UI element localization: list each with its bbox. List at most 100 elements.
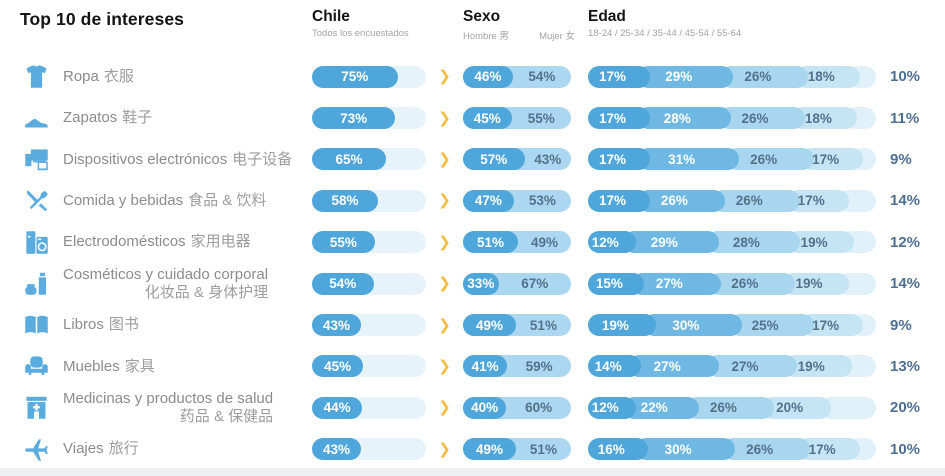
edad-value-18-24: 17% [598, 151, 626, 167]
armchair-icon [23, 353, 50, 380]
edad-value-45-54: 20% [776, 400, 804, 416]
chile-bar: 65% [312, 148, 426, 171]
interest-label-es: Comida y bebidas [63, 192, 184, 210]
edad-segment-25-34 [622, 396, 699, 419]
edad-segment-45-54 [781, 272, 850, 295]
interest-label-zh: 电子设备 [232, 150, 293, 168]
chevron-cell: ❯ [426, 316, 463, 335]
chile-bar: 58% [312, 189, 426, 212]
edad-segment-35-44 [720, 65, 809, 88]
edad-value-25-34: 29% [665, 69, 693, 85]
edad-segment-55-64 [818, 396, 876, 419]
sexo-bar: 45% 55% [463, 107, 571, 130]
edad-segment-18-24 [588, 148, 650, 171]
tshirt-icon [23, 63, 50, 90]
sexo-bar: 51% 49% [463, 231, 571, 254]
chevron-right-icon: ❯ [438, 109, 451, 127]
edad-bar: 16% 30% 26% 17% [588, 438, 876, 461]
edad-value-35-44: 26% [735, 193, 763, 209]
table-row: Muebles 家具 45% ❯ 41% 59% 14% 27% 27% 19% 13% [0, 346, 945, 387]
edad-segment-25-34 [634, 438, 735, 461]
chile-value: 65% [335, 151, 363, 167]
chevron-right-icon: ❯ [438, 275, 451, 293]
edad-value-45-54: 19% [797, 358, 825, 374]
edad-value-25-34: 27% [655, 276, 683, 292]
edad-value-25-34: 28% [663, 110, 691, 126]
edad-segment-18-24 [588, 107, 650, 130]
table-row: Viajes 旅行 43% ❯ 49% 51% 16% 30% 26% 17% 10% [0, 429, 945, 470]
edad-value-25-34: 30% [672, 317, 700, 333]
edad-segment-18-24 [588, 438, 648, 461]
edad-segment-35-44 [707, 272, 795, 295]
edad-bar: 12% 22% 26% 20% [588, 396, 876, 419]
sexo-column-subtitle: Hombre 男 Mujer 女 [463, 28, 575, 42]
edad-segment-35-44 [711, 189, 800, 212]
edad-column-subtitle: 18-24 / 25-34 / 35-44 / 45-54 / 55-64 [588, 28, 742, 40]
interest-label-es: Muebles [63, 357, 120, 375]
edad-bar: 12% 29% 28% 19% [588, 231, 876, 254]
edad-segment-45-54 [786, 189, 849, 212]
chevron-cell: ❯ [426, 191, 463, 210]
edad-segment-18-24 [588, 314, 656, 337]
edad-value-18-24: 15% [595, 276, 623, 292]
edad-value-55-64: 14% [890, 275, 921, 293]
chile-bar-fill: 43% [312, 314, 362, 337]
chevron-cell: ❯ [426, 274, 463, 293]
sexo-bar: 47% 53% [463, 189, 571, 212]
chile-bar-fill: 75% [312, 65, 398, 88]
interest-label-zh: 家具 [124, 357, 155, 375]
sexo-female-value: 59% [525, 358, 553, 374]
sexo-male-value: 46% [474, 69, 502, 85]
page-title: Top 10 de intereses [20, 9, 184, 29]
edad-segment-25-34 [636, 148, 740, 171]
interest-label: Viajes 旅行 [63, 440, 139, 458]
edad-column-label: Edad [588, 8, 626, 25]
edad-value-25-34: 31% [668, 151, 696, 167]
edad-value-35-44: 26% [709, 400, 737, 416]
edad-bar: 14% 27% 27% 19% [588, 355, 876, 378]
interest-label: Zapatos 鞋子 [63, 109, 152, 127]
sexo-male-value: 49% [475, 441, 503, 457]
interest-label: Cosméticos y cuidado corporal 化妆品 & 身体护理 [63, 266, 268, 301]
edad-segment-18-24 [588, 396, 636, 419]
interest-label-zh: 衣服 [103, 67, 134, 85]
interest-label-es: Viajes [63, 440, 104, 458]
edad-value-35-44: 26% [731, 276, 759, 292]
table-row: Comida y bebidas 食品 & 饮料 58% ❯ 47% 53% 17% 26% 2… [0, 180, 945, 221]
interest-cell: Electrodomésticos 家用电器 [20, 229, 312, 256]
sexo-female-value: 67% [521, 276, 549, 292]
chile-bar: 45% [312, 355, 426, 378]
edad-value-18-24: 12% [591, 400, 619, 416]
edad-value-45-54: 19% [795, 276, 823, 292]
interest-label-zh: 化妆品 & 身体护理 [144, 283, 269, 301]
table-row: Libros 图书 43% ❯ 49% 51% 19% 30% 25% 17% 9% [0, 304, 945, 345]
edad-segment-45-54 [760, 396, 832, 419]
edad-segment-35-44 [717, 107, 806, 130]
edad-value-25-34: 22% [640, 400, 668, 416]
sexo-bar-male-fill [463, 107, 512, 130]
sexo-bar-male-fill [463, 355, 508, 378]
edad-segment-18-24 [588, 272, 644, 295]
appliances-icon [23, 229, 50, 256]
edad-value-35-44: 26% [744, 69, 772, 85]
interest-label: Muebles 家具 [63, 358, 155, 376]
book-icon [23, 312, 50, 339]
edad-value-25-34: 29% [650, 234, 678, 250]
edad-segment-45-54 [797, 438, 860, 461]
table-row: Zapatos 鞋子 73% ❯ 45% 55% 17% 28% 26% 18% 11% [0, 97, 945, 138]
sexo-bar: 40% 60% [463, 396, 571, 419]
table-row: Electrodomésticos 家用电器 55% ❯ 51% 49% 12% 29% 28%… [0, 222, 945, 263]
sexo-female-value: 60% [525, 400, 553, 416]
sexo-female-value: 43% [534, 151, 562, 167]
interest-cell: Viajes 旅行 [20, 436, 312, 463]
chile-bar-fill: 45% [312, 355, 364, 378]
edad-bar: 17% 31% 26% 17% [588, 148, 876, 171]
sexo-bar: 49% 51% [463, 438, 571, 461]
sexo-bar: 41% 59% [463, 355, 571, 378]
interest-label: Comida y bebidas 食品 & 饮料 [63, 192, 266, 210]
chile-bar-fill: 44% [312, 396, 363, 419]
sexo-male-value: 49% [475, 317, 503, 333]
edad-value-45-54: 17% [812, 151, 840, 167]
interest-label-es: Zapatos [63, 109, 118, 127]
edad-value-18-24: 12% [591, 234, 619, 250]
